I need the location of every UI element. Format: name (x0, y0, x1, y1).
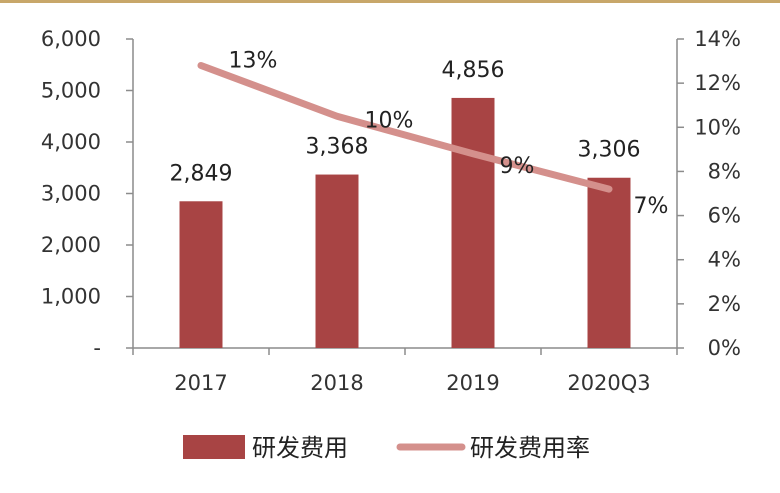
rate-line (197, 61, 613, 193)
line-value-label: 9% (500, 154, 535, 179)
line-value-label: 7% (634, 194, 669, 219)
x-category-label: 2018 (310, 371, 363, 395)
bar-value-label: 3,368 (306, 135, 369, 160)
top-rule (0, 0, 780, 3)
legend-label-bar: 研发费用 (252, 434, 348, 462)
legend-swatch-bar (183, 435, 245, 459)
bar-2020Q3 (587, 177, 631, 348)
legend-label-line: 研发费用率 (470, 434, 590, 462)
right-tick-label: 2% (708, 292, 741, 316)
right-tick-label: 6% (708, 204, 741, 228)
right-tick-label: 14% (694, 27, 741, 51)
right-tick-label: 4% (708, 248, 741, 272)
bar-2018 (315, 174, 359, 348)
left-tick-label: 3,000 (41, 182, 101, 206)
left-tick-label: - (93, 336, 101, 360)
left-tick-label: 6,000 (41, 27, 101, 51)
right-tick-label: 10% (694, 115, 741, 139)
bar-value-label: 2,849 (170, 161, 233, 186)
right-tick-label: 8% (708, 159, 741, 183)
bar-2019 (451, 97, 495, 348)
line-value-label: 10% (365, 108, 414, 133)
x-category-label: 2017 (174, 371, 227, 395)
left-tick-label: 2,000 (41, 233, 101, 257)
x-category-label: 2019 (446, 371, 499, 395)
right-tick-label: 12% (694, 71, 741, 95)
left-tick-label: 4,000 (41, 130, 101, 154)
line-value-label: 13% (229, 48, 278, 73)
left-tick-label: 1,000 (41, 285, 101, 309)
bar-2017 (179, 201, 223, 348)
bar-value-label: 4,856 (442, 58, 505, 83)
bar-value-label: 3,306 (578, 138, 641, 163)
right-tick-label: 0% (708, 336, 741, 360)
left-tick-label: 5,000 (41, 79, 101, 103)
x-category-label: 2020Q3 (567, 371, 650, 395)
